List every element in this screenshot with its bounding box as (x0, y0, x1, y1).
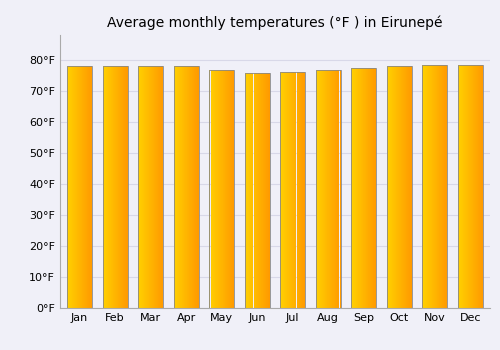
Bar (280, 72, 305, 308)
Bar (102, 66, 128, 308)
Bar (67, 66, 92, 308)
Bar (245, 73, 270, 308)
Bar (138, 66, 163, 308)
Bar (352, 68, 376, 308)
Bar (387, 66, 412, 308)
Bar (316, 70, 340, 308)
Bar (210, 70, 234, 308)
Bar (458, 65, 483, 308)
Title: Average monthly temperatures (°F ) in Eirunepé: Average monthly temperatures (°F ) in Ei… (107, 15, 443, 30)
Bar (174, 66, 199, 308)
Bar (422, 65, 448, 308)
